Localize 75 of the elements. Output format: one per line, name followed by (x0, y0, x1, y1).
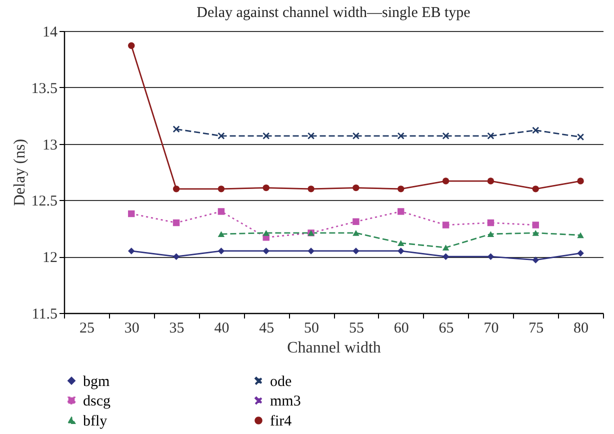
point (352, 248, 360, 254)
y-tick-label: 12.5 (31, 194, 58, 210)
point (532, 126, 539, 134)
legend-label: dscg (83, 394, 111, 410)
point (308, 186, 314, 192)
point (487, 132, 494, 140)
x-tick-label: 60 (394, 320, 409, 336)
legend-label: fir4 (270, 414, 292, 430)
point (218, 132, 225, 140)
y-tick-label: 13.5 (31, 80, 58, 97)
chart-title: Delay against channel width—single EB type (196, 5, 471, 21)
y-tick-label: 11.5 (32, 306, 58, 322)
point (218, 248, 225, 254)
point (128, 42, 135, 50)
point (487, 178, 494, 184)
point (172, 253, 180, 260)
point (532, 186, 539, 192)
x-tick-label: 50 (304, 320, 320, 336)
point (487, 231, 494, 237)
x-tick-label: 75 (528, 320, 544, 336)
point (218, 231, 225, 237)
point (262, 230, 270, 236)
x-tick-label: 45 (259, 320, 274, 336)
legend-label: ode (270, 374, 292, 390)
x-tick-label: 25 (79, 320, 94, 336)
point (532, 222, 539, 228)
y-tick-label: 13 (42, 137, 58, 154)
point (398, 240, 404, 246)
x-tick-label: 35 (169, 320, 184, 336)
point (577, 232, 584, 238)
point (487, 253, 494, 260)
x-tick-label: 40 (214, 320, 230, 336)
point (442, 178, 450, 184)
x-tick-label: 65 (438, 320, 454, 336)
point (352, 230, 360, 236)
point (172, 219, 180, 226)
point (398, 248, 404, 254)
point (308, 248, 314, 254)
x-axis-title: Channel width (287, 340, 381, 356)
point (532, 230, 539, 236)
point (532, 256, 539, 264)
y-tick-label: 14 (42, 24, 58, 40)
legend-label: bgm (83, 374, 110, 390)
point (577, 134, 584, 140)
point (128, 248, 135, 254)
point (442, 222, 450, 228)
point (352, 218, 360, 225)
point (398, 186, 404, 192)
point (262, 184, 270, 192)
point (487, 219, 494, 226)
point (577, 178, 584, 184)
point (308, 132, 314, 140)
point (352, 184, 360, 192)
point (218, 186, 225, 192)
point (577, 250, 584, 257)
point (352, 132, 360, 140)
point (442, 244, 450, 250)
x-tick-label: 70 (484, 320, 499, 336)
point (172, 186, 180, 192)
x-tick-label: 30 (124, 320, 140, 336)
y-axis-title: Delay (ns) (11, 138, 28, 206)
legend-label: bfly (83, 414, 108, 430)
point (218, 208, 225, 215)
x-tick-label: 80 (574, 320, 589, 336)
point (398, 132, 404, 140)
point (442, 253, 450, 260)
point (262, 248, 270, 254)
x-tick-label: 55 (348, 320, 364, 336)
point (398, 208, 404, 215)
legend-label: mm3 (270, 394, 301, 410)
y-tick-label: 12 (42, 250, 58, 266)
point (262, 132, 270, 140)
point (442, 132, 450, 140)
point (172, 126, 180, 132)
point (128, 210, 135, 218)
